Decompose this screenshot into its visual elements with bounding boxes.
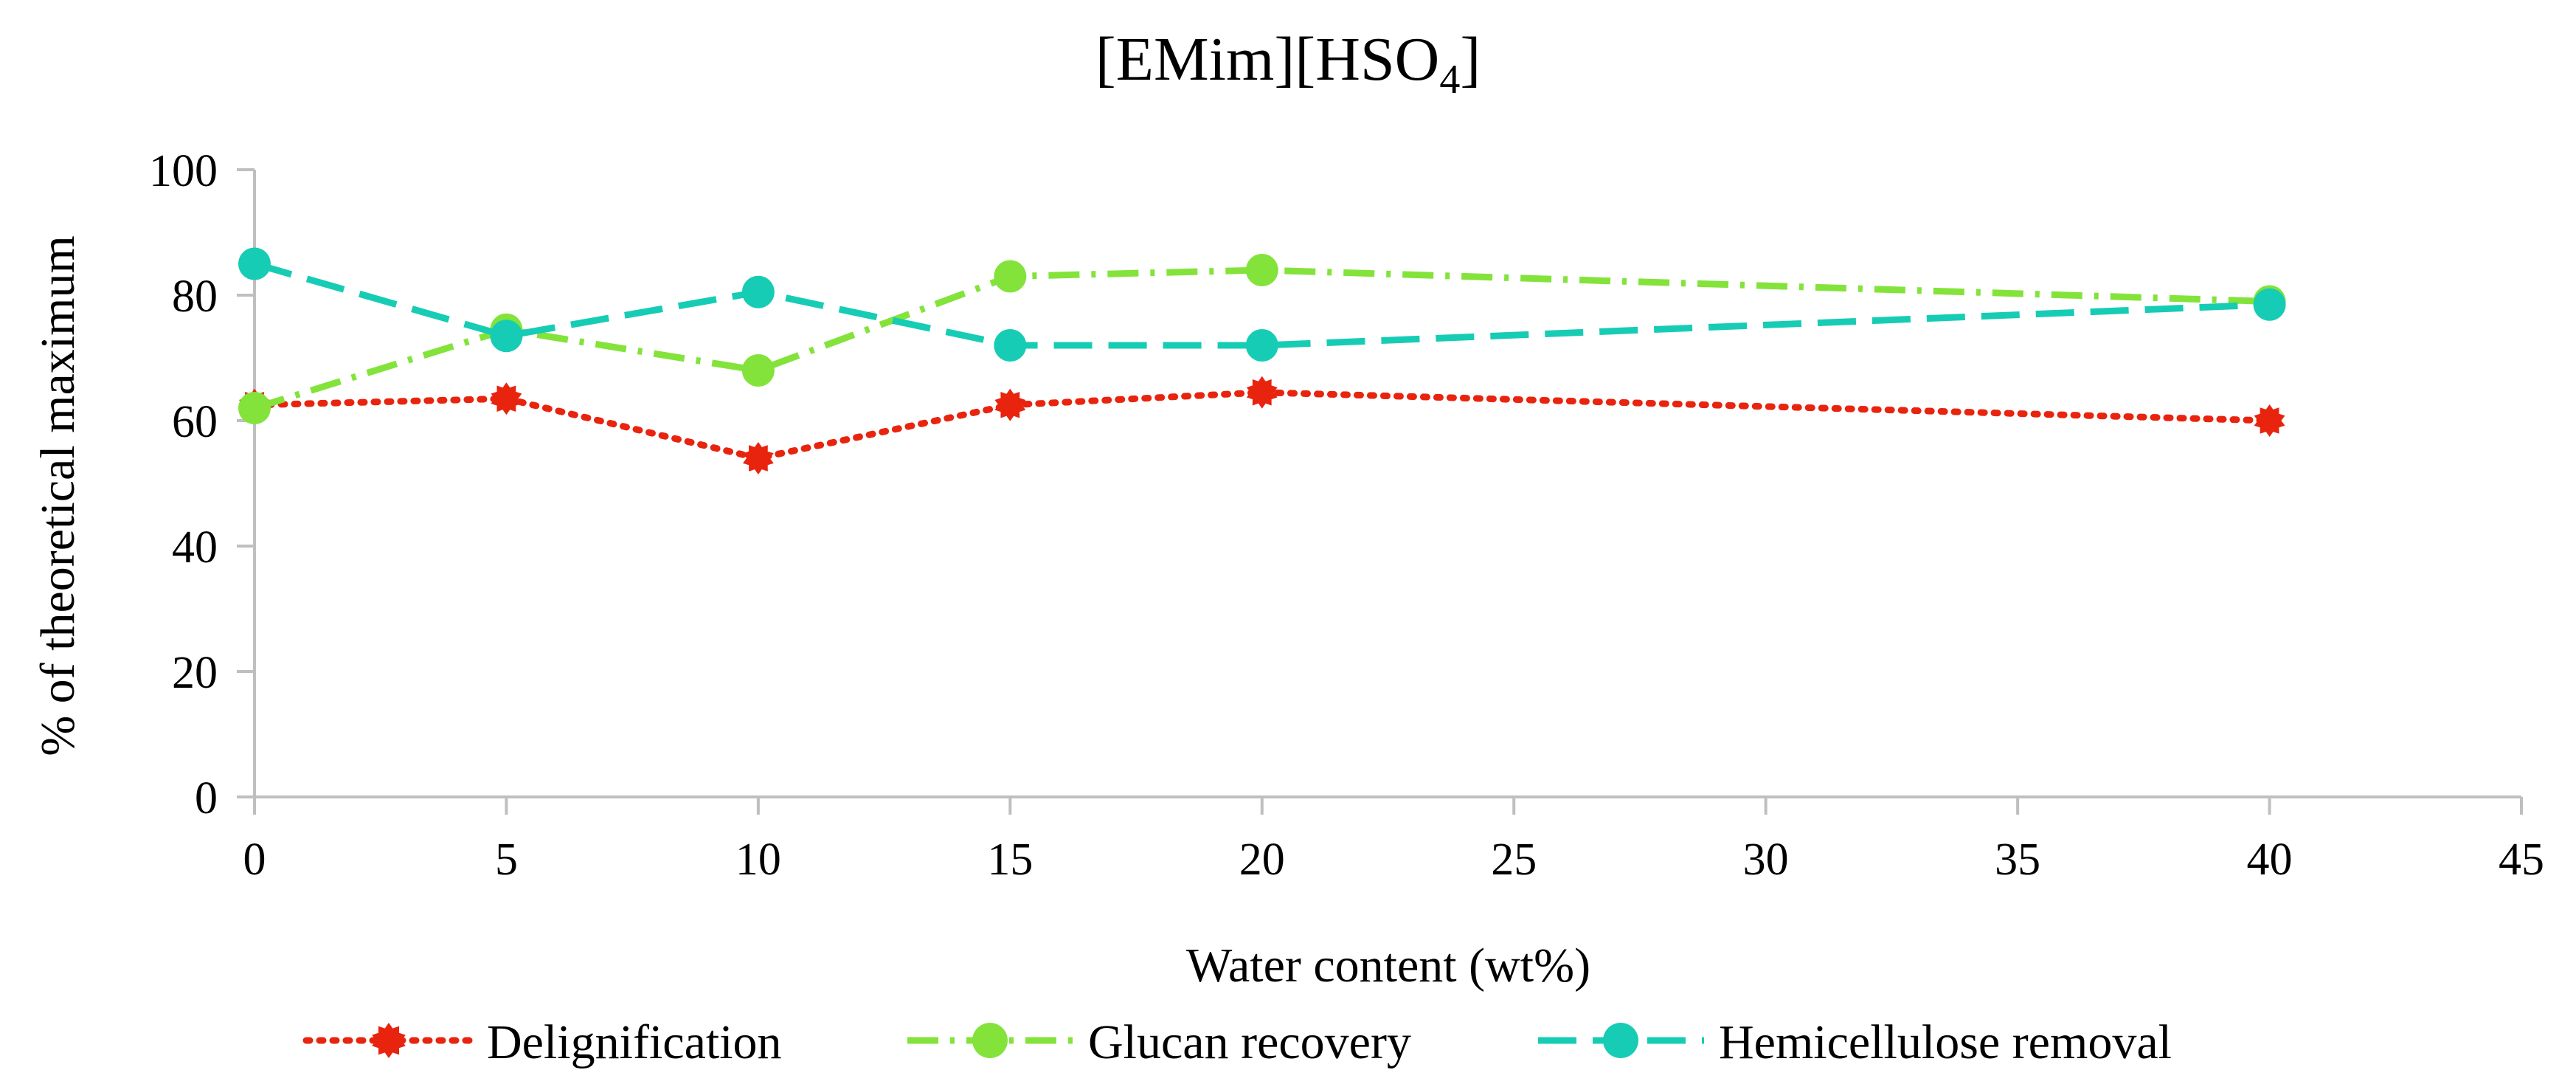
x-tick-label: 40 <box>2247 835 2293 885</box>
chart-title-main: [EMim][HSO <box>1095 25 1440 94</box>
x-axis-label: Water content (wt%) <box>1186 939 1590 992</box>
data-point <box>994 260 1027 293</box>
chart-title-subscript: 4 <box>1439 57 1460 103</box>
legend-swatch-marker <box>372 1023 406 1058</box>
chart-title: [EMim][HSO4] <box>1095 25 1481 103</box>
data-point <box>741 275 775 308</box>
axes: 0 20 40 60 80 100 0 5 10 15 20 25 30 35 40 45 <box>149 146 2544 885</box>
y-tick-label: 60 <box>172 397 218 447</box>
legend-label: Glucan recovery <box>1088 1015 1411 1069</box>
data-point <box>743 442 774 474</box>
data-point <box>491 382 522 415</box>
data-point <box>1246 376 1278 409</box>
data-point <box>2254 404 2285 437</box>
legend-label: Delignification <box>487 1015 782 1069</box>
y-axis-label: % of theoretical maximum <box>31 235 85 756</box>
series-hemicellulose-removal <box>238 247 2286 362</box>
legend-swatch-marker <box>972 1023 1008 1058</box>
data-point <box>1245 254 1278 286</box>
data-point <box>2253 288 2286 321</box>
x-tick-label: 5 <box>495 835 518 885</box>
series-line <box>251 389 2274 462</box>
y-tick-label: 0 <box>195 773 218 824</box>
x-tick-label: 45 <box>2499 835 2544 885</box>
chart-title-suffix: ] <box>1460 25 1481 94</box>
legend-swatch-marker <box>1603 1023 1638 1058</box>
data-point <box>238 247 271 280</box>
x-tick-label: 20 <box>1239 835 1285 885</box>
series-line <box>253 266 2270 412</box>
data-point <box>238 392 271 424</box>
legend-label: Hemicellulose removal <box>1719 1015 2172 1069</box>
series-layer <box>238 247 2286 474</box>
y-tick-label: 20 <box>172 648 218 698</box>
series-delignification <box>239 376 2285 474</box>
legend-item: Delignification <box>302 1015 782 1069</box>
data-point <box>994 329 1027 362</box>
y-tick-label: 100 <box>149 146 218 196</box>
legend-item: Glucan recovery <box>907 1015 1411 1069</box>
y-tick-label: 80 <box>172 272 218 322</box>
data-point <box>994 388 1026 421</box>
x-tick-label: 25 <box>1491 835 1537 885</box>
x-tick-label: 35 <box>1995 835 2040 885</box>
x-tick-label: 15 <box>987 835 1033 885</box>
x-tick-label: 10 <box>735 835 781 885</box>
data-point <box>1245 329 1278 362</box>
legend-item: Hemicellulose removal <box>1538 1015 2172 1069</box>
y-tick-label: 40 <box>172 522 218 573</box>
legend: Delignification Glucan recovery Hemicellul… <box>302 1015 2172 1069</box>
x-tick-label: 30 <box>1743 835 1789 885</box>
data-point <box>490 320 523 353</box>
data-point <box>741 354 775 387</box>
x-tick-label: 0 <box>243 835 266 885</box>
